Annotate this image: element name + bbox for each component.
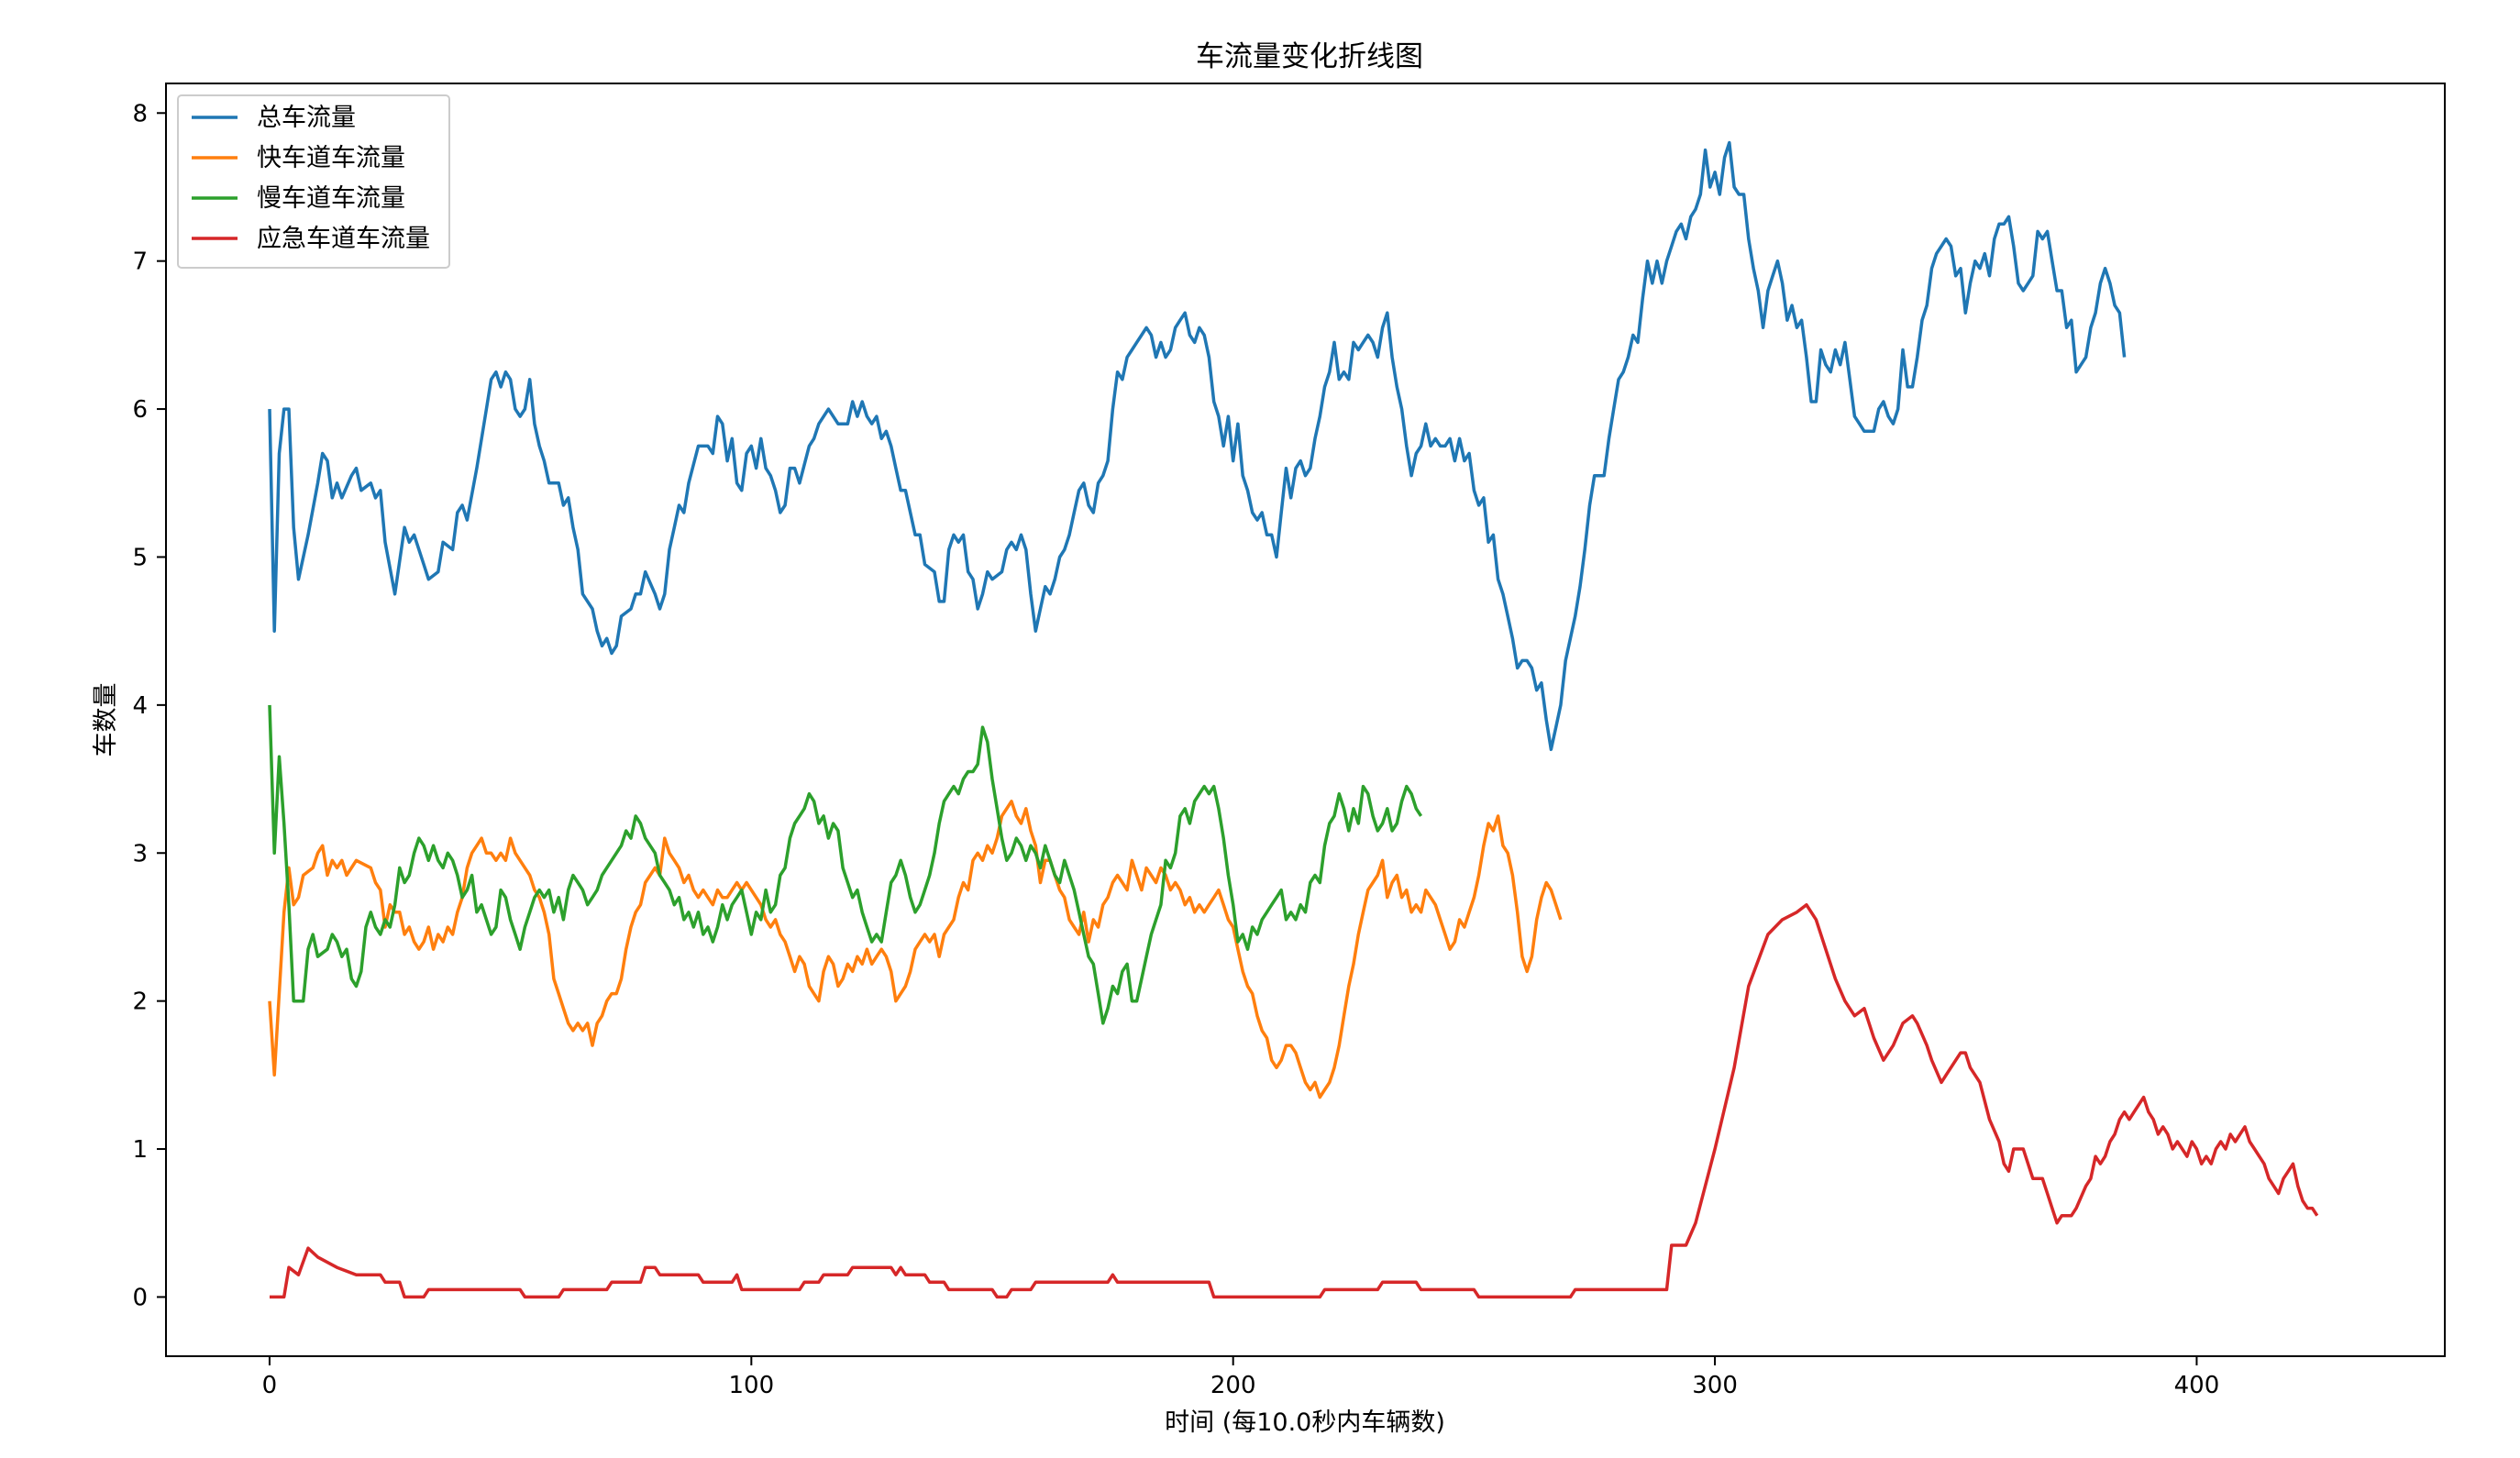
x-tick-label: 100 [729,1372,775,1399]
series-line-0 [268,140,2127,752]
y-tick-label: 0 [132,1284,148,1311]
series-line-2 [268,704,1423,1025]
y-tick-label: 8 [132,100,148,127]
y-tick-label: 7 [132,249,148,276]
y-tick-label: 4 [132,692,148,720]
series-line-3 [270,902,2319,1299]
legend-box [177,94,450,269]
ticks-layer: 0 100 200 300 400 0 1 2 3 4 5 6 7 8 [132,100,2219,1399]
legend-label-total: 总车流量 [257,104,356,132]
y-tick-label: 1 [132,1136,148,1164]
series-line-1 [268,800,1563,1099]
legend: 总车流量 快车道车流量 慢车道车流量 应急车道车流量 [177,94,450,269]
y-tick-label: 5 [132,544,148,571]
y-tick-label: 6 [132,396,148,424]
plot-area-frame [165,83,2446,1357]
y-tick-label: 3 [132,840,148,867]
x-axis-title: 时间 (每10.0秒内车辆数) [1165,1408,1445,1437]
legend-label-emergency-lane: 应急车道车流量 [257,225,430,253]
x-tick-label: 200 [1210,1372,1256,1399]
legend-label-slow-lane: 慢车道车流量 [257,184,405,213]
y-axis-title: 车数量 [92,683,120,757]
y-tick-label: 2 [132,989,148,1016]
legend-label-fast-lane: 快车道车流量 [257,144,405,172]
x-tick-label: 0 [262,1372,278,1399]
x-tick-label: 300 [1692,1372,1738,1399]
series-layer [268,140,2319,1299]
x-tick-label: 400 [2174,1372,2220,1399]
chart-title: 车流量变化折线图 [1196,40,1423,73]
